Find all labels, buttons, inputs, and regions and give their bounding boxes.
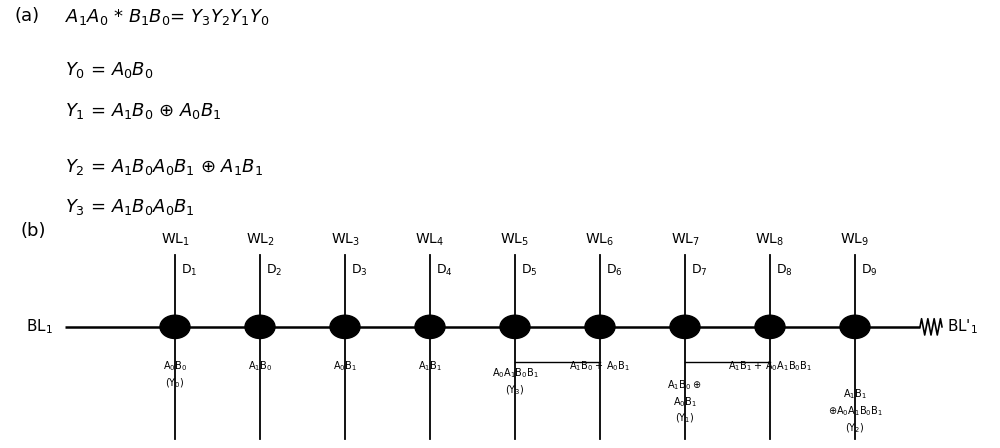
Ellipse shape (160, 315, 190, 339)
Text: D$_8$: D$_8$ (776, 263, 793, 278)
Ellipse shape (670, 315, 700, 339)
Text: A$_0$B$_0$
(Y$_0$): A$_0$B$_0$ (Y$_0$) (163, 359, 187, 390)
Text: D$_4$: D$_4$ (436, 263, 453, 278)
Text: A$_0$B$_1$: A$_0$B$_1$ (333, 359, 357, 373)
Text: WL$_1$: WL$_1$ (161, 231, 189, 248)
Text: A$_1$B$_0$ + A$_0$B$_1$: A$_1$B$_0$ + A$_0$B$_1$ (569, 359, 631, 373)
Ellipse shape (415, 315, 445, 339)
Ellipse shape (755, 315, 785, 339)
Ellipse shape (330, 315, 360, 339)
Text: A$_1$B$_1$
$\oplus$A$_0$A$_1$B$_0$B$_1$
(Y$_2$): A$_1$B$_1$ $\oplus$A$_0$A$_1$B$_0$B$_1$ … (828, 388, 882, 435)
Text: (a): (a) (15, 7, 40, 25)
Text: D$_3$: D$_3$ (351, 263, 368, 278)
Text: A$_1$B$_0$: A$_1$B$_0$ (248, 359, 272, 373)
Text: WL$_8$: WL$_8$ (755, 231, 785, 248)
Text: D$_5$: D$_5$ (521, 263, 538, 278)
Text: A$_1$B$_1$: A$_1$B$_1$ (418, 359, 442, 373)
Text: WL$_6$: WL$_6$ (585, 231, 615, 248)
Text: $\it{Y_3}$ = $\it{A_1B_0A_0B_1}$: $\it{Y_3}$ = $\it{A_1B_0A_0B_1}$ (65, 197, 195, 217)
Text: (b): (b) (20, 222, 46, 240)
Text: D$_1$: D$_1$ (181, 263, 197, 278)
Text: D$_6$: D$_6$ (606, 263, 623, 278)
Text: D$_9$: D$_9$ (861, 263, 878, 278)
Text: D$_2$: D$_2$ (266, 263, 282, 278)
Text: WL$_7$: WL$_7$ (671, 231, 699, 248)
Ellipse shape (500, 315, 530, 339)
Text: BL$_1$: BL$_1$ (26, 318, 53, 336)
Text: BL$'_1$: BL$'_1$ (947, 318, 978, 336)
Text: $\it{Y_1}$ = $\it{A_1B_0}$ $\oplus$ $\it{A_0B_1}$: $\it{Y_1}$ = $\it{A_1B_0}$ $\oplus$ $\it… (65, 101, 221, 121)
Text: $\it{Y_2}$ = $\it{A_1B_0A_0B_1}$ $\oplus$ $\it{A_1B_1}$: $\it{Y_2}$ = $\it{A_1B_0A_0B_1}$ $\oplus… (65, 157, 263, 177)
Text: WL$_4$: WL$_4$ (415, 231, 445, 248)
Ellipse shape (585, 315, 615, 339)
Text: A$_1$B$_0$ $\oplus$
A$_0$B$_1$
(Y$_1$): A$_1$B$_0$ $\oplus$ A$_0$B$_1$ (Y$_1$) (667, 378, 703, 425)
Text: A$_1$B$_1$ + A$_0$A$_1$B$_0$B$_1$: A$_1$B$_1$ + A$_0$A$_1$B$_0$B$_1$ (728, 359, 812, 373)
Text: $\it{Y_0}$ = $\it{A_0B_0}$: $\it{Y_0}$ = $\it{A_0B_0}$ (65, 60, 153, 81)
Text: WL$_2$: WL$_2$ (246, 231, 274, 248)
Text: WL$_3$: WL$_3$ (331, 231, 359, 248)
Text: D$_7$: D$_7$ (691, 263, 708, 278)
Text: WL$_9$: WL$_9$ (840, 231, 870, 248)
Text: $\it{A_1A_0}$ * $\it{B_1B_0}$= $\it{Y_3Y_2Y_1Y_0}$: $\it{A_1A_0}$ * $\it{B_1B_0}$= $\it{Y_3Y… (65, 7, 269, 27)
Ellipse shape (245, 315, 275, 339)
Text: A$_0$A$_1$B$_0$B$_1$
(Y$_3$): A$_0$A$_1$B$_0$B$_1$ (Y$_3$) (492, 366, 538, 397)
Text: WL$_5$: WL$_5$ (500, 231, 530, 248)
Ellipse shape (840, 315, 870, 339)
